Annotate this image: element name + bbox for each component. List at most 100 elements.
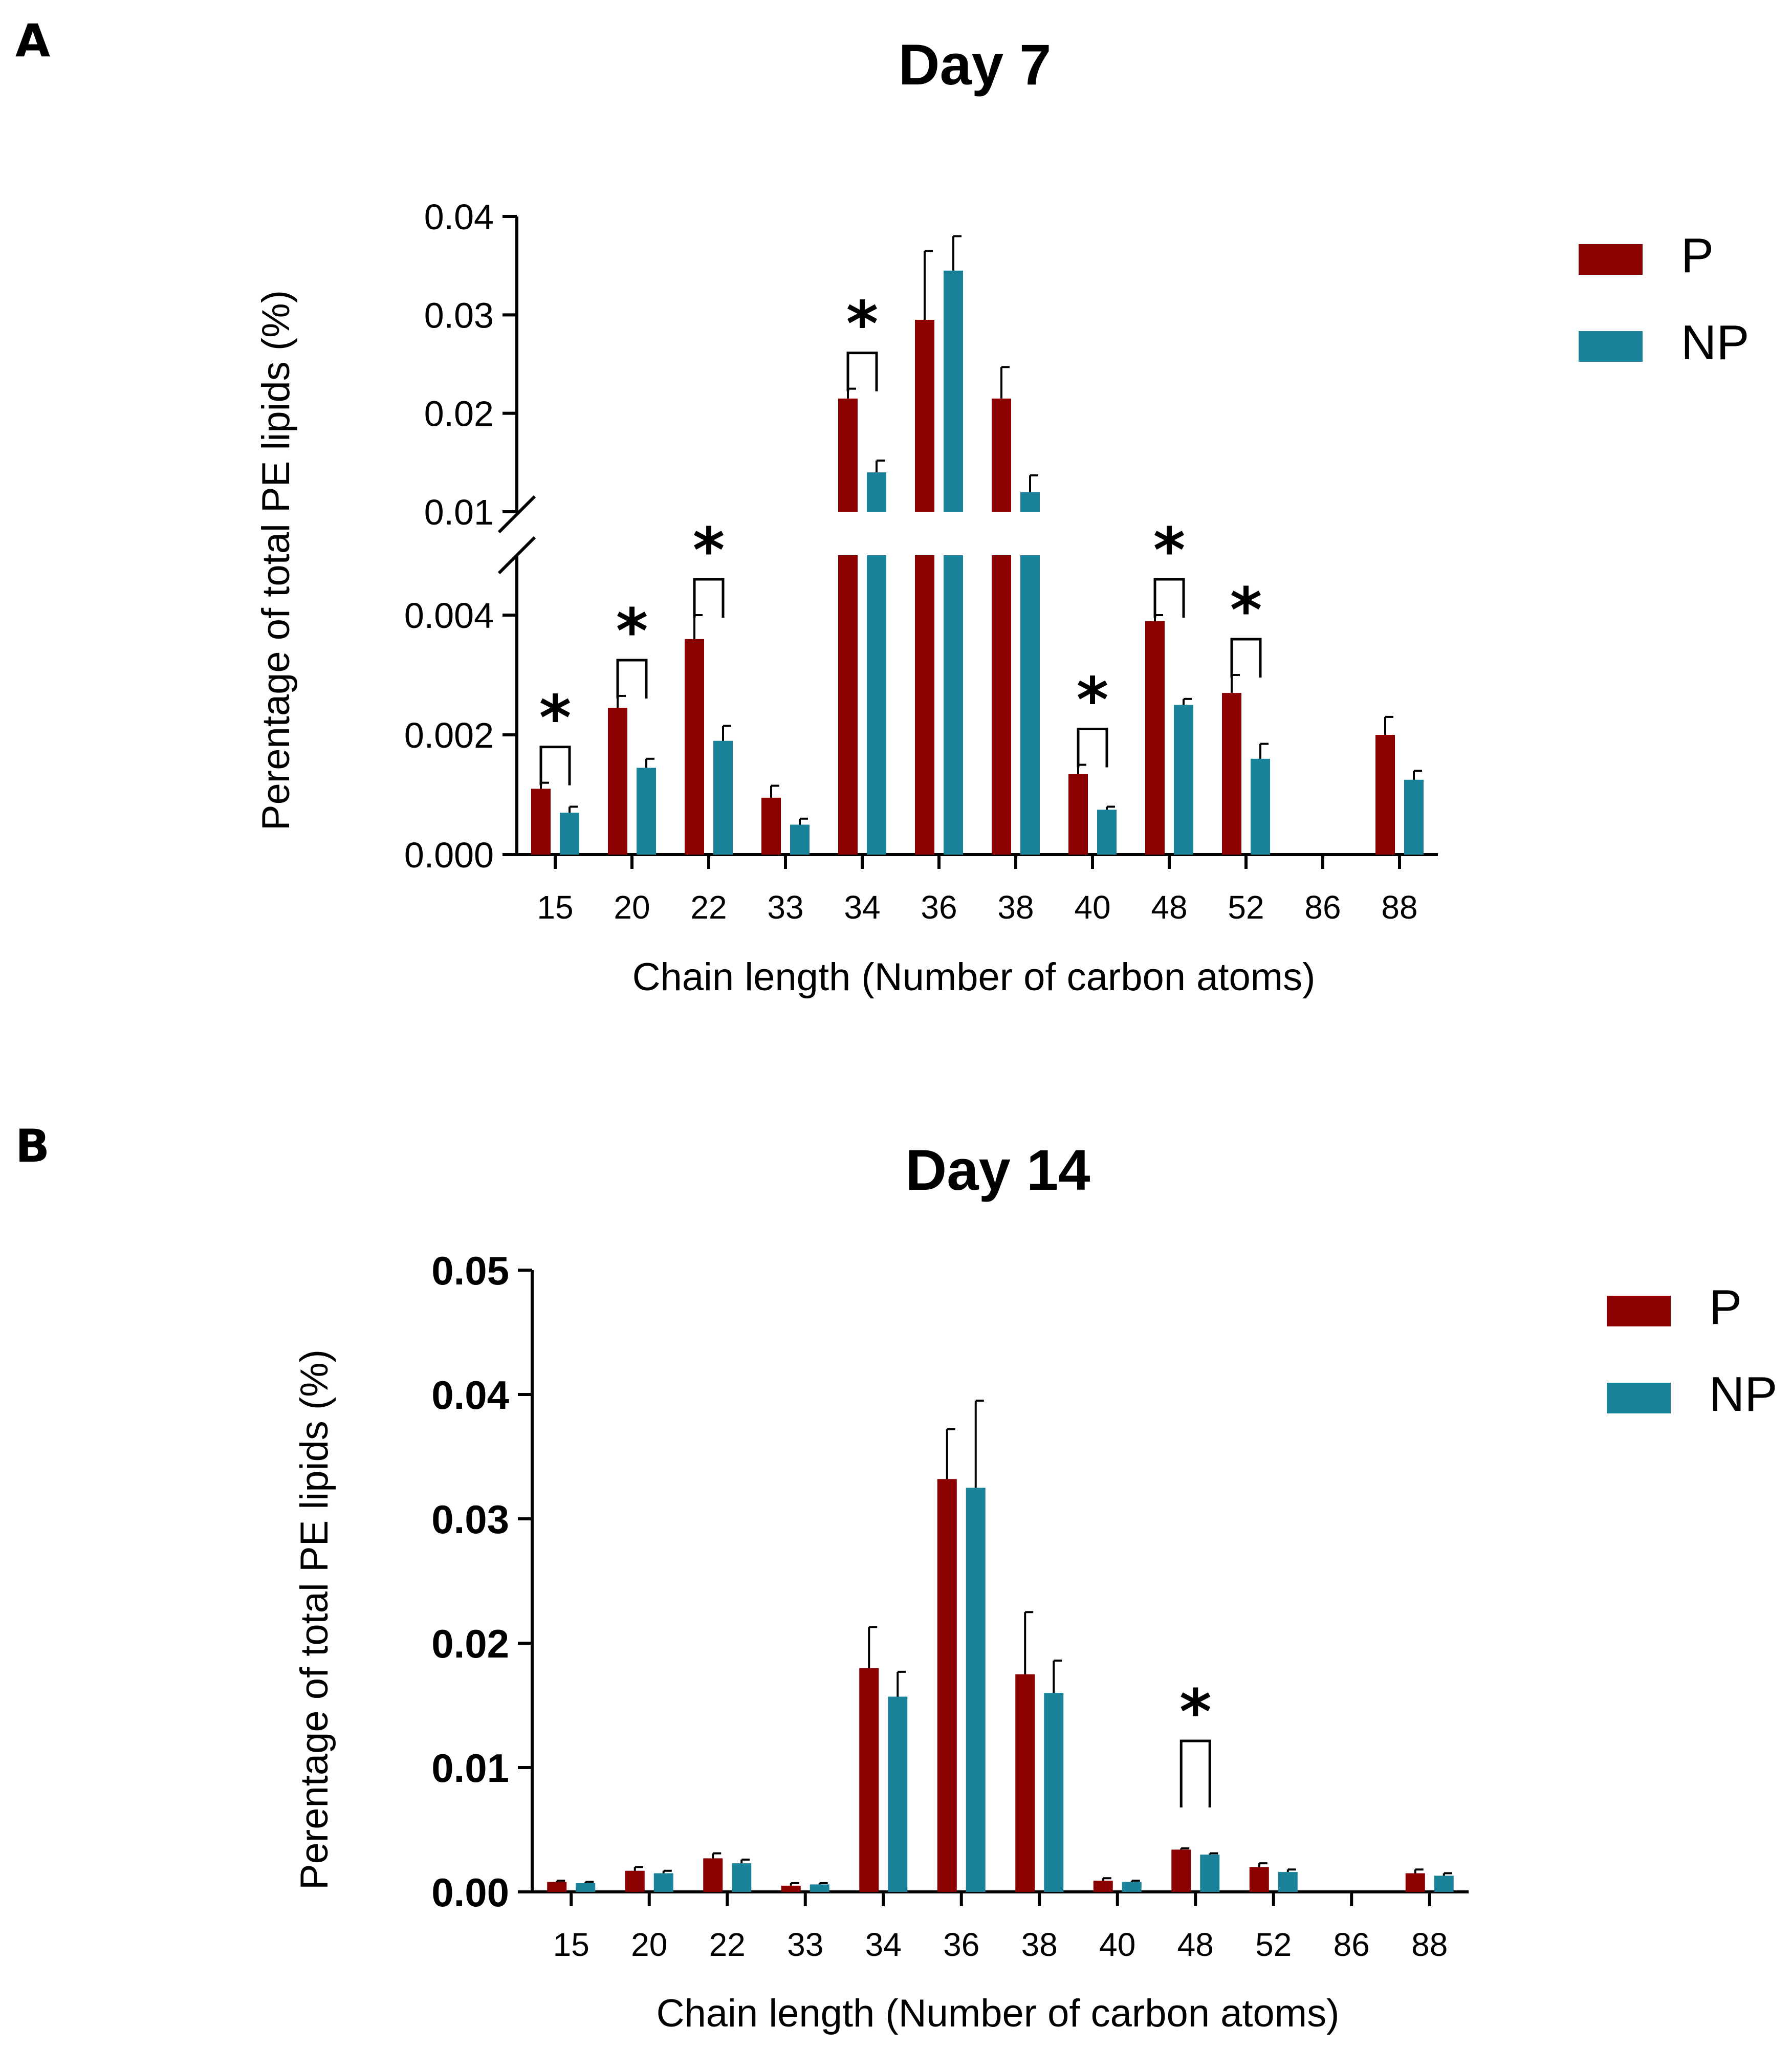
bar-np bbox=[1097, 810, 1117, 855]
bar-p bbox=[915, 555, 934, 855]
y-tick-label: 0.04 bbox=[431, 1372, 509, 1418]
bar-p bbox=[1222, 693, 1241, 855]
x-tick-label: 52 bbox=[1228, 889, 1264, 926]
x-tick-label: 33 bbox=[787, 1926, 823, 1963]
x-tick-label: 34 bbox=[844, 889, 880, 926]
bar-np bbox=[1122, 1882, 1142, 1892]
bar-p bbox=[1093, 1881, 1113, 1892]
y-tick-label: 0.01 bbox=[431, 1746, 509, 1791]
significance-star: * bbox=[1077, 665, 1109, 736]
bar-np bbox=[653, 1873, 673, 1892]
plot-area-a: 0.01 0.02 0.03 0.04 0.000 0.002 0.004 15 20 22 33 3… bbox=[404, 197, 1438, 926]
chart-title-a: Day 7 bbox=[899, 33, 1052, 97]
x-tick-label: 52 bbox=[1255, 1926, 1292, 1963]
bar-np bbox=[944, 555, 963, 855]
bar-p bbox=[761, 797, 781, 855]
bar-p bbox=[1145, 621, 1165, 855]
y-axis-title-b: Perentage of total PE lipids (%) bbox=[293, 1349, 336, 1890]
panel-b: B Day 14 Perentage of total PE lipids (%… bbox=[15, 1120, 1777, 2035]
bar-p bbox=[531, 789, 551, 855]
panel-letter-b: B bbox=[15, 1120, 50, 1172]
y-tick-label: 0.02 bbox=[424, 394, 494, 434]
x-tick-label: 20 bbox=[614, 889, 650, 926]
bar-np bbox=[1404, 779, 1424, 855]
y-tick-label: 0.00 bbox=[431, 1870, 509, 1915]
axis-break-mark bbox=[497, 495, 536, 534]
y-tick-label: 0.03 bbox=[424, 295, 494, 335]
significance-bracket bbox=[1077, 728, 1108, 768]
x-tick-label: 22 bbox=[690, 889, 727, 926]
x-tick-label: 40 bbox=[1099, 1926, 1135, 1963]
bar-p bbox=[703, 1858, 723, 1892]
bar-p bbox=[859, 1668, 879, 1892]
bar-np bbox=[560, 813, 579, 855]
significance-star: * bbox=[1230, 575, 1262, 646]
legend-label-p: P bbox=[1709, 1280, 1742, 1335]
bar-p bbox=[1375, 735, 1395, 855]
x-tick-label: 88 bbox=[1381, 889, 1417, 926]
bar-np bbox=[790, 824, 810, 855]
bar-p bbox=[1015, 1674, 1035, 1892]
x-tick-label: 88 bbox=[1411, 1926, 1448, 1963]
x-tick-label: 15 bbox=[537, 889, 573, 926]
y-tick-label: 0.05 bbox=[431, 1248, 509, 1293]
bar-p bbox=[937, 1479, 957, 1892]
significance-star: * bbox=[1153, 515, 1186, 586]
bar-p bbox=[1405, 1873, 1425, 1892]
y-tick-label: 0.02 bbox=[431, 1621, 509, 1666]
bar-np bbox=[1278, 1872, 1298, 1892]
significance-star: * bbox=[693, 515, 725, 586]
bar-np bbox=[888, 1696, 908, 1892]
panel-a: A Day 7 Perentage of total PE lipids (%)… bbox=[15, 14, 1749, 999]
bar-p bbox=[1068, 774, 1088, 855]
x-tick-label: 48 bbox=[1177, 1926, 1214, 1963]
bar-p-upper bbox=[992, 398, 1011, 512]
significance-star: * bbox=[539, 683, 572, 754]
significance-bracket bbox=[846, 352, 878, 391]
bar-p-upper bbox=[915, 319, 934, 512]
bar-np-upper bbox=[867, 472, 886, 512]
legend-a: P NP bbox=[1579, 228, 1749, 370]
significance-bracket bbox=[539, 746, 571, 786]
x-tick-label: 22 bbox=[709, 1926, 746, 1963]
x-tick-label: 34 bbox=[865, 1926, 902, 1963]
y-tick-label: 0.04 bbox=[424, 197, 494, 237]
chart-title-b: Day 14 bbox=[905, 1138, 1090, 1202]
x-tick-label: 48 bbox=[1151, 889, 1187, 926]
legend-label-np: NP bbox=[1709, 1367, 1777, 1422]
bar-np bbox=[1251, 758, 1270, 855]
bar-p bbox=[1171, 1849, 1191, 1892]
x-axis-title-a: Chain length (Number of carbon atoms) bbox=[632, 955, 1316, 999]
x-tick-label: 38 bbox=[997, 889, 1034, 926]
significance-star: * bbox=[1179, 1677, 1212, 1748]
y-tick-label: 0.002 bbox=[404, 715, 494, 755]
significance-bracket bbox=[616, 659, 648, 699]
bar-np bbox=[1434, 1876, 1454, 1892]
axis-break-mark bbox=[497, 536, 536, 575]
significance-bracket bbox=[1179, 1739, 1211, 1807]
panel-letter-a: A bbox=[15, 14, 50, 67]
bar-p-upper bbox=[838, 398, 858, 512]
significance-star: * bbox=[616, 596, 648, 667]
bar-np bbox=[576, 1883, 596, 1892]
x-tick-label: 15 bbox=[553, 1926, 589, 1963]
legend-label-np: NP bbox=[1681, 315, 1749, 370]
y-tick-label: 0.000 bbox=[404, 835, 494, 875]
legend-swatch-np bbox=[1607, 1383, 1671, 1413]
x-tick-label: 20 bbox=[631, 1926, 667, 1963]
legend-label-p: P bbox=[1681, 228, 1714, 283]
bar-np bbox=[1020, 555, 1040, 855]
y-tick-label: 0.03 bbox=[431, 1497, 509, 1542]
bar-np-upper bbox=[1020, 492, 1040, 512]
bar-np bbox=[867, 555, 886, 855]
legend-swatch-p bbox=[1607, 1296, 1671, 1326]
bar-np bbox=[637, 768, 656, 855]
legend-b: P NP bbox=[1607, 1280, 1777, 1422]
bar-p bbox=[547, 1882, 567, 1892]
significance-bracket bbox=[1153, 578, 1185, 618]
x-tick-label: 36 bbox=[921, 889, 957, 926]
significance-bracket bbox=[693, 578, 725, 618]
x-tick-label: 38 bbox=[1021, 1926, 1058, 1963]
bar-np-upper bbox=[944, 270, 963, 512]
